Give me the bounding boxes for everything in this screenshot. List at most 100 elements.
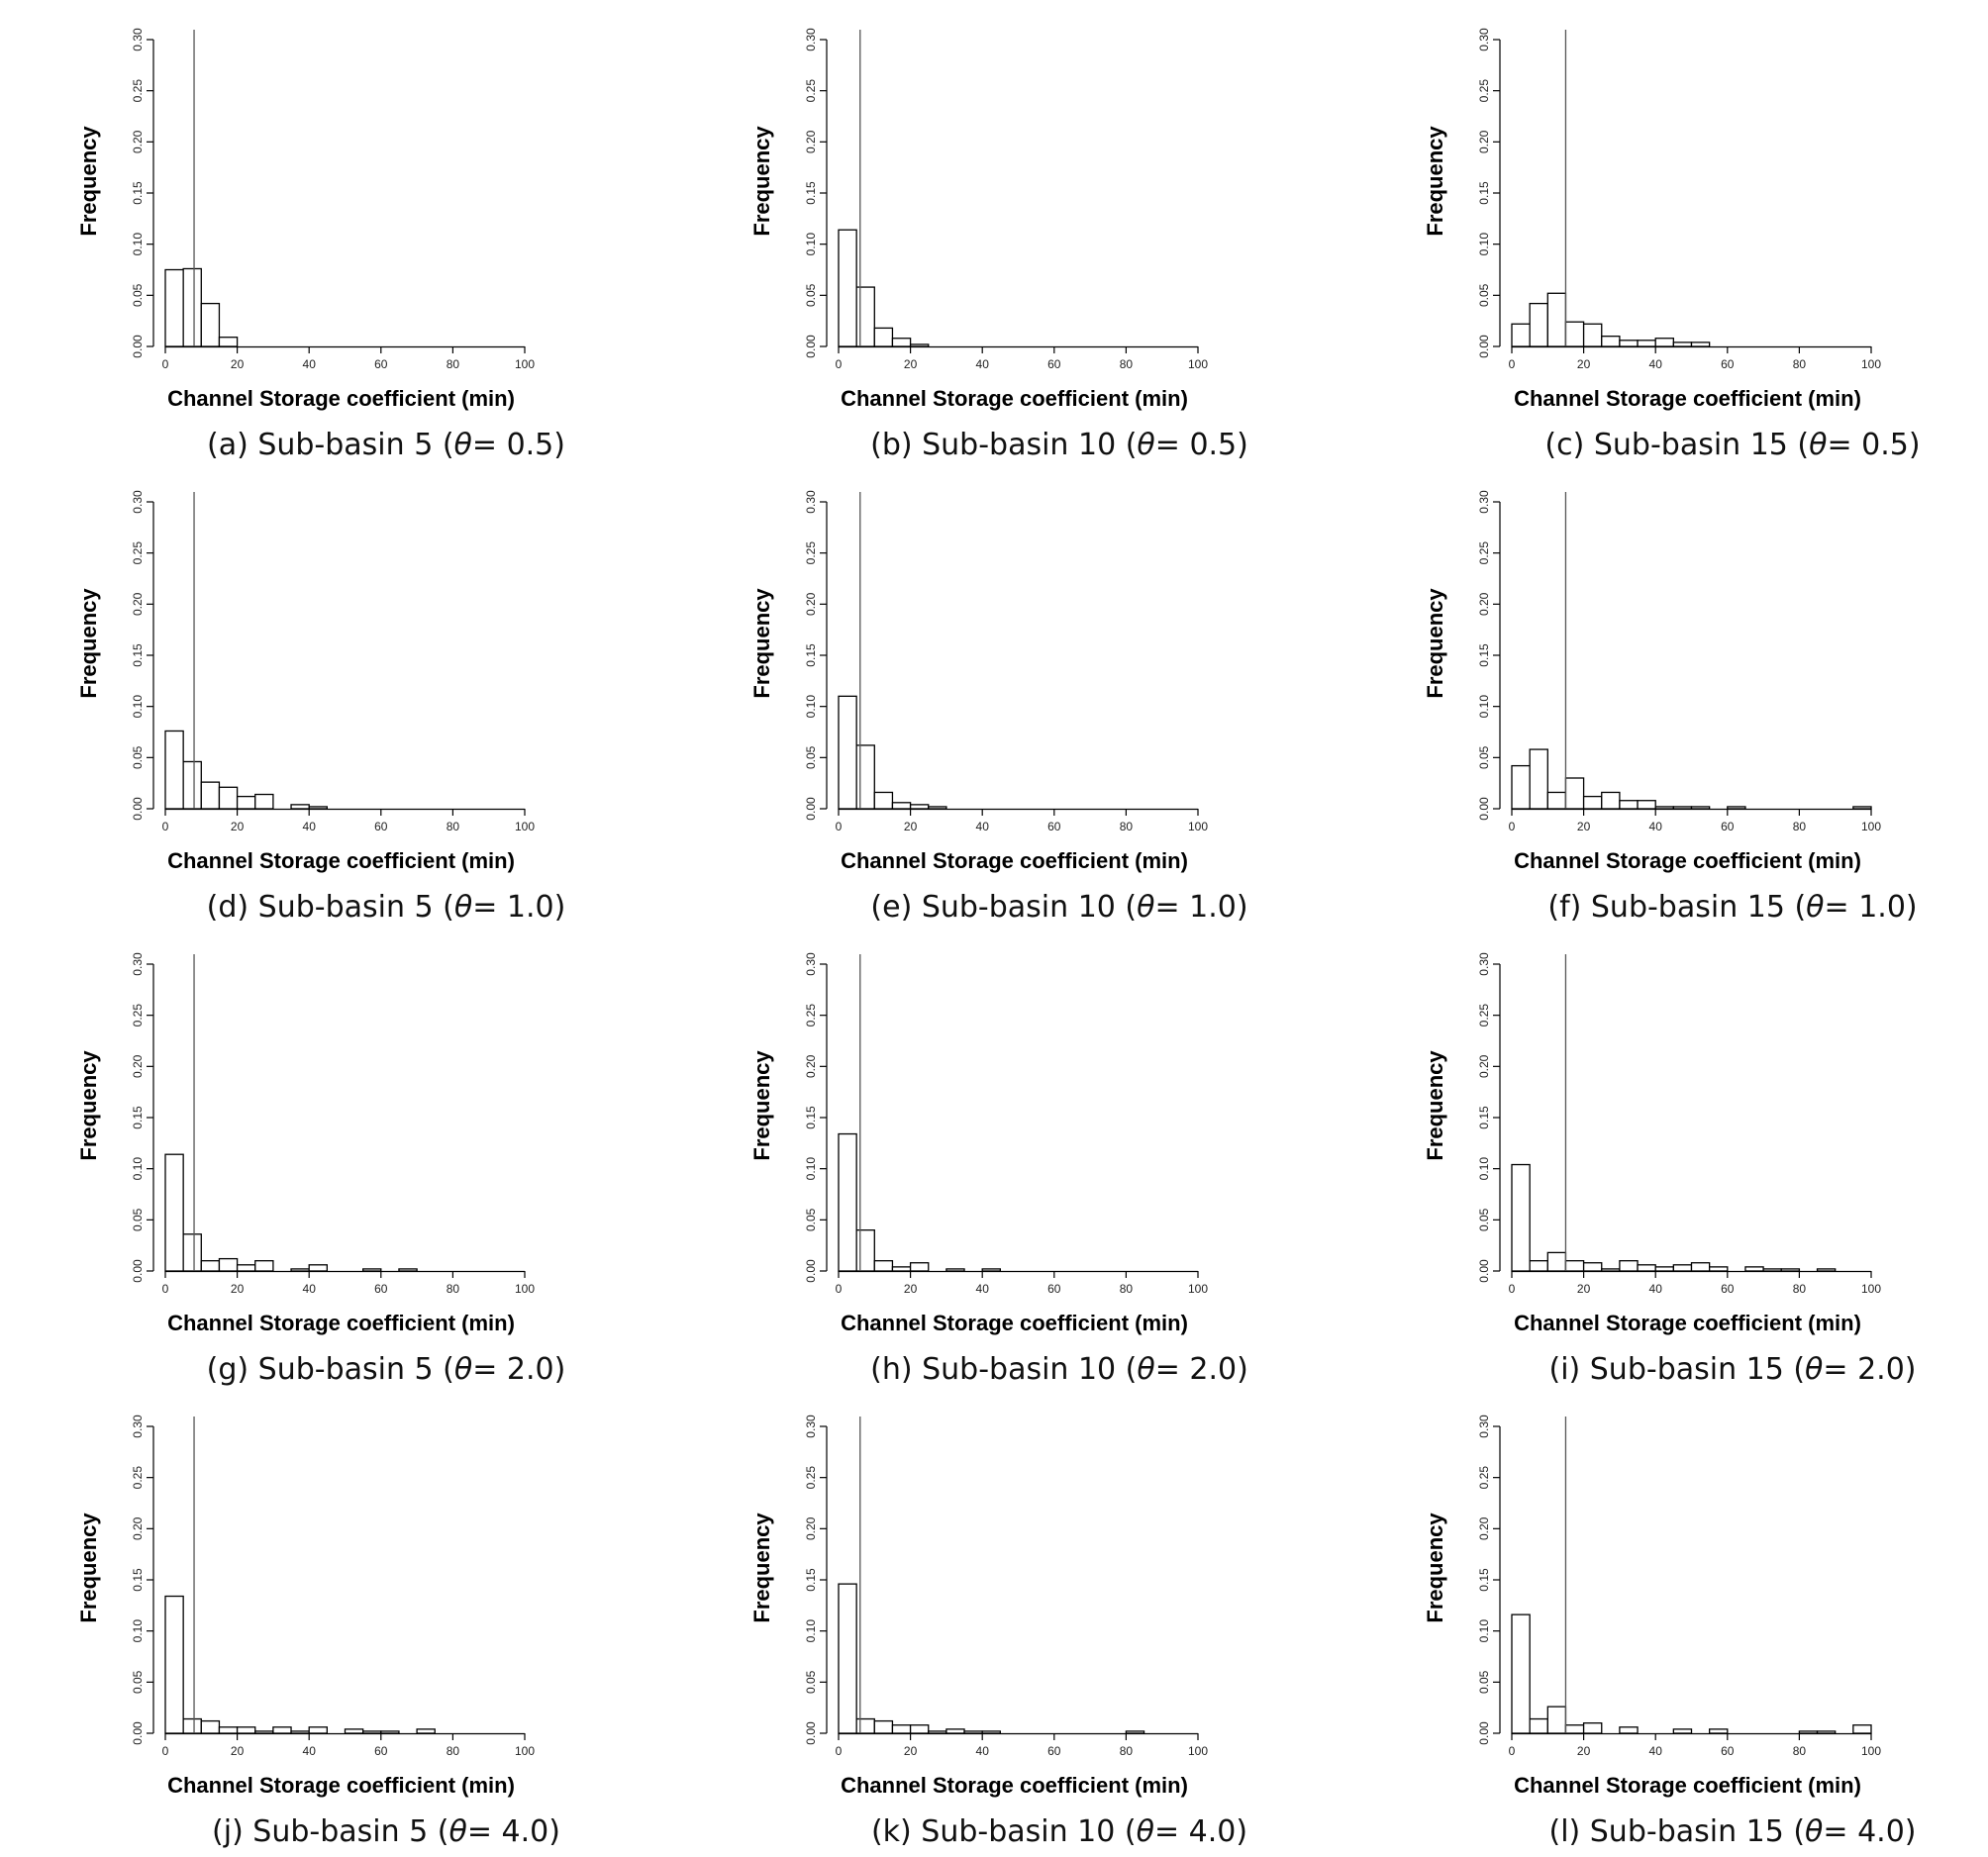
y-tick-label: 0.00 (804, 1259, 818, 1283)
x-tick-label: 20 (231, 1282, 245, 1296)
y-tick-label: 0.20 (1477, 1516, 1491, 1540)
caption-suffix: = 2.0) (472, 1352, 566, 1387)
y-tick-label: 0.30 (804, 490, 818, 514)
x-tick-label: 0 (1509, 820, 1516, 833)
y-tick-label: 0.20 (804, 1054, 818, 1078)
histogram-bar (1582, 795, 1603, 810)
histogram-bar (1690, 1262, 1711, 1272)
histogram-bar (838, 1583, 857, 1734)
x-tick-label: 20 (231, 357, 245, 371)
caption-theta: θ (453, 428, 472, 462)
x-tick-label: 100 (1861, 357, 1881, 371)
y-tick-label: 0.25 (131, 79, 145, 103)
y-tick-label: 0.10 (131, 1157, 145, 1181)
x-tick-label: 20 (904, 1282, 918, 1296)
x-tick-label: 60 (1721, 1282, 1735, 1296)
x-tick-label: 0 (162, 357, 169, 371)
histogram-svg: 0 20 40 60 80 100 0.00 0.05 0.10 0.15 0.20 0.25 0.30… (1423, 1415, 1881, 1798)
y-tick-label: 0.30 (804, 1415, 818, 1438)
x-tick-label: 60 (1721, 820, 1735, 833)
y-tick-label: 0.15 (131, 1568, 145, 1592)
histogram-svg: 0 20 40 60 80 100 0.00 0.05 0.10 0.15 0.20 0.25 0.30… (749, 28, 1208, 411)
y-tick-label: 0.10 (131, 233, 145, 256)
histogram-bar (1564, 1260, 1585, 1272)
histogram-bar (1654, 1266, 1674, 1272)
histogram-bar (254, 1730, 274, 1734)
x-tick-label: 60 (374, 1744, 388, 1758)
y-tick-label: 0.00 (1477, 335, 1491, 358)
y-tick-label: 0.30 (1477, 28, 1491, 51)
y-tick-label: 0.00 (1477, 797, 1491, 821)
y-axis-title: Frequency (749, 1050, 774, 1161)
x-tick-label: 100 (515, 357, 535, 371)
histogram-bar (873, 791, 894, 810)
histogram-bar (909, 343, 930, 347)
x-tick-label: 20 (231, 1744, 245, 1758)
histogram-bar (1546, 1251, 1567, 1272)
y-tick-label: 0.05 (1477, 283, 1491, 307)
histogram-panel-j: 0 20 40 60 80 100 0.00 0.05 0.10 0.15 0.20 0.25 0.30… (76, 1402, 648, 1857)
y-tick-label: 0.05 (131, 283, 145, 307)
caption-prefix: (c) Sub-basin 15 ( (1544, 428, 1810, 462)
y-tick-label: 0.00 (1477, 1721, 1491, 1745)
y-tick-label: 0.30 (1477, 1415, 1491, 1438)
histogram-bar (873, 327, 894, 347)
caption-theta: θ (1809, 428, 1828, 462)
histogram-svg: 0 20 40 60 80 100 0.00 0.05 0.10 0.15 0.20 0.25 0.30… (76, 1415, 535, 1798)
x-tick-label: 80 (447, 820, 460, 833)
x-tick-label: 60 (1047, 1744, 1061, 1758)
y-tick-label: 0.30 (804, 28, 818, 51)
histogram-bar (1762, 1268, 1782, 1272)
y-tick-label: 0.00 (131, 1721, 145, 1745)
x-tick-label: 80 (447, 1744, 460, 1758)
histogram-bar (164, 730, 184, 810)
histogram-bar (308, 806, 328, 810)
caption-prefix: (h) Sub-basin 10 ( (870, 1352, 1138, 1387)
histogram-bar (1672, 1264, 1693, 1272)
y-tick-label: 0.30 (804, 952, 818, 976)
histogram-bar (236, 795, 256, 810)
histogram-bar (1816, 1268, 1837, 1272)
histogram-bar (1637, 800, 1656, 810)
histogram-bar (1582, 1262, 1603, 1272)
histogram-bar (1546, 791, 1567, 810)
x-tick-label: 80 (1793, 1744, 1807, 1758)
histogram-bar (873, 1719, 894, 1734)
y-tick-label: 0.25 (1477, 1004, 1491, 1027)
histogram-bar (1546, 292, 1567, 347)
caption-theta: θ (453, 1352, 473, 1387)
x-tick-label: 20 (1577, 1282, 1591, 1296)
histogram-bar (1619, 1726, 1639, 1734)
caption-theta: θ (1136, 1814, 1154, 1849)
histogram-bar (909, 1724, 930, 1734)
caption-theta: θ (448, 1814, 467, 1849)
histogram-bar (236, 1264, 256, 1272)
caption-prefix: (e) Sub-basin 10 ( (870, 890, 1138, 925)
histogram-panel-b: 0 20 40 60 80 100 0.00 0.05 0.10 0.15 0.20 0.25 0.30… (749, 15, 1322, 470)
y-tick-label: 0.05 (131, 745, 145, 769)
y-tick-label: 0.00 (1477, 1259, 1491, 1283)
caption-prefix: (f) Sub-basin 15 ( (1547, 890, 1807, 925)
histogram-svg: 0 20 40 60 80 100 0.00 0.05 0.10 0.15 0.20 0.25 0.30… (76, 28, 535, 411)
histogram-bar (1529, 302, 1548, 347)
histogram-bar (344, 1728, 364, 1734)
histogram-svg: 0 20 40 60 80 100 0.00 0.05 0.10 0.15 0.20 0.25 0.30… (1423, 952, 1881, 1335)
panel-caption: (a) Sub-basin 5 (θ= 0.5) (153, 428, 619, 462)
histogram-bar (290, 804, 310, 810)
x-tick-label: 80 (1793, 820, 1807, 833)
x-tick-label: 80 (1793, 357, 1807, 371)
histogram-bar (1637, 1264, 1656, 1272)
histogram-bar (1546, 1706, 1567, 1734)
caption-prefix: (d) Sub-basin 5 ( (206, 890, 454, 925)
y-axis-title: Frequency (749, 126, 774, 237)
histogram-bar (290, 1730, 310, 1734)
histogram-bar (1619, 1260, 1639, 1272)
histogram-bar (1601, 791, 1621, 810)
x-tick-label: 0 (162, 1744, 169, 1758)
y-tick-label: 0.20 (131, 1054, 145, 1078)
histogram-bar (1816, 1730, 1837, 1734)
caption-suffix: = 0.5) (1827, 428, 1921, 462)
x-tick-label: 100 (515, 820, 535, 833)
histogram-bar (945, 1728, 965, 1734)
